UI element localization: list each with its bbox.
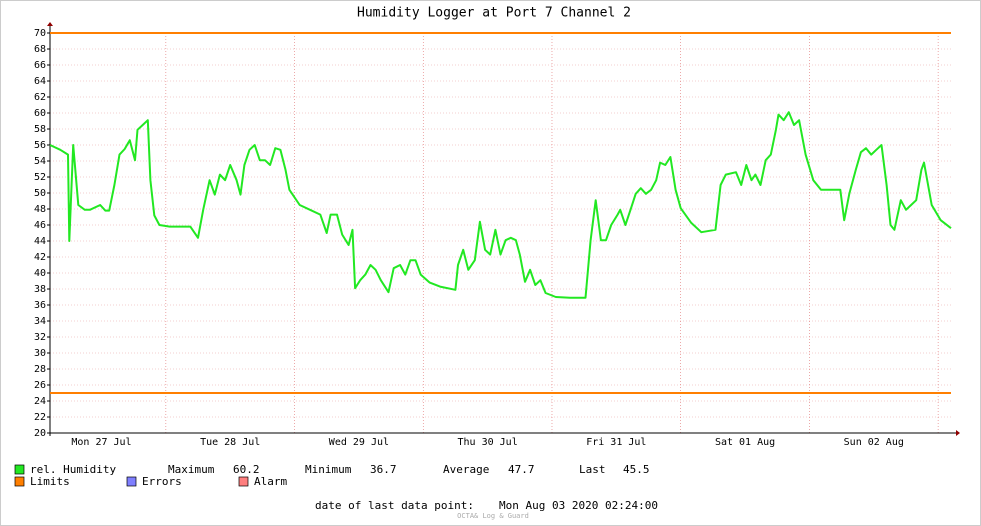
y-tick-label: 68 (34, 44, 46, 55)
stat-value: 36.7 (370, 463, 397, 476)
y-tick-label: 64 (34, 76, 46, 87)
stat-value: 45.5 (623, 463, 650, 476)
y-tick-label: 30 (34, 348, 46, 359)
stat-label: Last (579, 463, 606, 476)
y-axis-arrow (47, 22, 53, 26)
x-tick-label: Thu 30 Jul (458, 437, 518, 448)
y-tick-label: 22 (34, 412, 46, 423)
data-line (49, 111, 952, 299)
y-tick-label: 70 (34, 28, 46, 39)
y-tick-label: 62 (34, 92, 46, 103)
legend-label: rel. Humidity (30, 463, 116, 476)
y-tick-label: 32 (34, 332, 46, 343)
y-tick-label: 20 (34, 428, 46, 439)
x-tick-label: Fri 31 Jul (586, 437, 646, 448)
y-tick-label: 52 (34, 172, 46, 183)
legend-label: Limits (30, 475, 70, 488)
stat-label: Average (443, 463, 489, 476)
x-axis-arrow (956, 430, 960, 436)
legend-swatch (14, 464, 25, 475)
y-tick-label: 28 (34, 364, 46, 375)
x-tick-label: Wed 29 Jul (329, 437, 389, 448)
y-tick-label: 42 (34, 252, 46, 263)
y-tick-label: 36 (34, 300, 46, 311)
stat-value: 47.7 (508, 463, 535, 476)
y-tick-label: 44 (34, 236, 46, 247)
y-tick-label: 58 (34, 124, 46, 135)
y-tick-label: 48 (34, 204, 46, 215)
y-tick-label: 50 (34, 188, 46, 199)
y-tick-label: 46 (34, 220, 46, 231)
y-tick-label: 38 (34, 284, 46, 295)
y-tick-label: 40 (34, 268, 46, 279)
stat-label: Maximum (168, 463, 215, 476)
chart-title: Humidity Logger at Port 7 Channel 2 (357, 6, 631, 21)
y-tick-label: 26 (34, 380, 46, 391)
footer-date: Mon Aug 03 2020 02:24:00 (499, 499, 658, 512)
watermark: OCTA& Log & Guard (457, 512, 529, 520)
y-tick-label: 34 (34, 316, 46, 327)
legend-swatch (14, 476, 25, 487)
x-tick-label: Sun 02 Aug (844, 437, 904, 448)
y-tick-label: 66 (34, 60, 46, 71)
legend-label: Alarm (254, 475, 287, 488)
stat-value: 60.2 (233, 463, 260, 476)
footer-label: date of last data point: (315, 499, 474, 512)
stat-label: Minimum (305, 463, 352, 476)
y-tick-label: 54 (34, 156, 46, 167)
x-tick-label: Sat 01 Aug (715, 437, 775, 448)
legend-label: Errors (142, 475, 182, 488)
y-tick-label: 24 (34, 396, 46, 407)
y-tick-label: 56 (34, 140, 46, 151)
x-tick-label: Tue 28 Jul (200, 437, 260, 448)
y-tick-label: 60 (34, 108, 46, 119)
x-tick-label: Mon 27 Jul (71, 437, 131, 448)
legend-swatch (238, 476, 249, 487)
legend-swatch (126, 476, 137, 487)
